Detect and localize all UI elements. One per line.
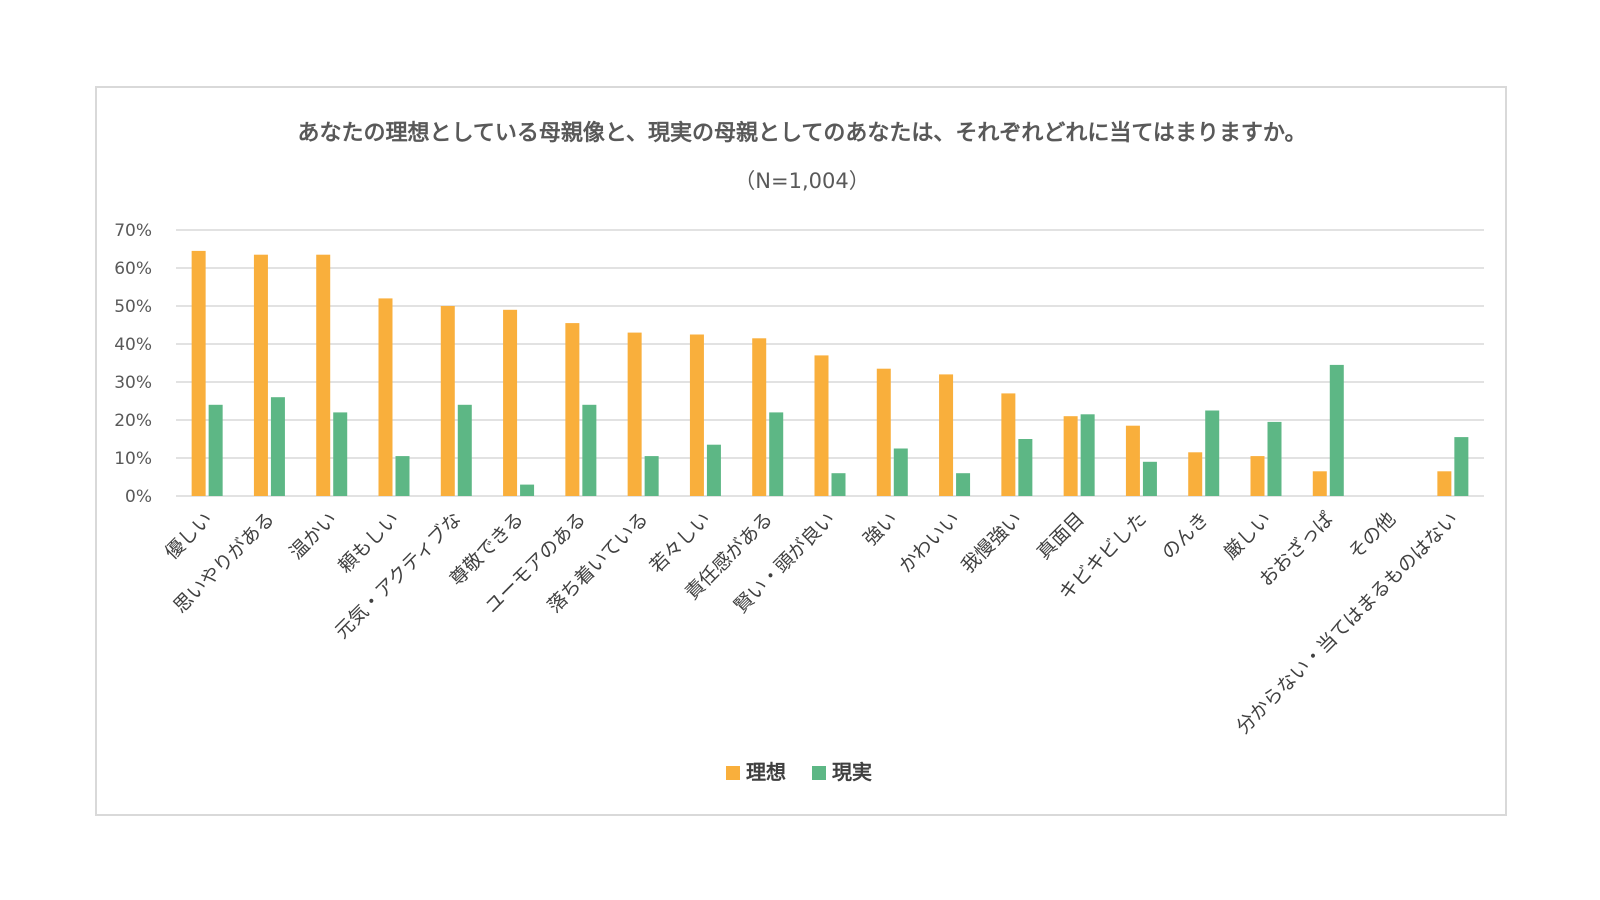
bar-reality: [1142, 461, 1157, 496]
bar-reality: [1205, 410, 1220, 496]
legend-label: 理想: [746, 760, 786, 784]
bar-reality: [893, 448, 908, 496]
legend-swatch: [726, 766, 740, 780]
bar-reality: [582, 404, 597, 496]
chart-title: あなたの理想としている母親像と、現実の母親としてのあなたは、それぞれどれに当ては…: [298, 120, 1307, 146]
bar-ideal: [1125, 425, 1140, 496]
bar-reality: [769, 412, 784, 496]
bar-ideal: [253, 254, 268, 496]
y-tick-label: 0%: [125, 487, 152, 507]
bar-ideal: [627, 332, 642, 496]
x-tick-label: 真面目: [1033, 508, 1089, 564]
x-tick-label: 優しい: [161, 508, 217, 564]
bar-ideal: [689, 334, 704, 496]
x-tick-label: 厳しい: [1220, 508, 1276, 564]
bar-reality: [1267, 421, 1282, 496]
bar-reality: [1018, 439, 1033, 496]
chart-subtitle: （N=1,004）: [734, 169, 869, 193]
legend: 理想 現実: [726, 760, 872, 784]
legend-label: 現実: [832, 760, 872, 784]
bar-reality: [520, 484, 535, 496]
bar-reality: [1454, 437, 1469, 496]
bar-reality: [208, 404, 223, 496]
bar-ideal: [378, 298, 393, 496]
x-tick-label: 温かい: [285, 508, 341, 564]
legend-swatch: [812, 766, 826, 780]
bar-ideal: [814, 355, 829, 496]
bar-reality: [831, 473, 846, 496]
x-tick-label: 強い: [859, 508, 901, 550]
y-tick-label: 40%: [114, 335, 152, 355]
bar-reality: [270, 397, 285, 496]
y-tick-label: 50%: [114, 297, 152, 317]
bar-ideal: [1001, 393, 1016, 496]
bar-ideal: [1063, 416, 1078, 496]
bar-reality: [706, 444, 721, 496]
y-tick-label: 70%: [114, 221, 152, 241]
bar-reality: [333, 412, 348, 496]
y-tick-label: 20%: [114, 411, 152, 431]
bar-ideal: [316, 254, 331, 496]
bar-ideal: [752, 338, 767, 496]
bar-ideal: [1437, 471, 1452, 496]
grid-lines: [176, 229, 1484, 497]
x-tick-label: 分からない・当てはまるものはない: [1232, 508, 1462, 738]
bar-ideal: [191, 250, 206, 496]
bar-ideal: [876, 368, 891, 496]
bar-ideal: [440, 306, 455, 496]
bars: [191, 250, 1469, 496]
bar-reality: [1080, 414, 1095, 496]
y-tick-label: 60%: [114, 259, 152, 279]
bar-ideal: [939, 374, 954, 496]
x-tick-label: かわいい: [895, 508, 964, 577]
bar-reality: [1329, 364, 1344, 496]
x-tick-label: その他: [1344, 508, 1400, 564]
y-tick-label: 30%: [114, 373, 152, 393]
bar-reality: [457, 404, 472, 496]
bar-ideal: [503, 309, 518, 496]
bar-ideal: [1188, 452, 1203, 496]
bar-reality: [956, 473, 971, 496]
bar-ideal: [1312, 471, 1327, 496]
bar-reality: [644, 456, 659, 496]
bar-reality: [395, 456, 410, 496]
y-axis-ticks: 0% 10% 20% 30% 40% 50% 60% 70%: [114, 221, 152, 507]
x-tick-label: のんき: [1157, 508, 1213, 564]
bar-ideal: [1250, 456, 1265, 496]
y-tick-label: 10%: [114, 449, 152, 469]
x-tick-label: 我慢強い: [957, 508, 1026, 577]
bar-ideal: [565, 323, 580, 496]
